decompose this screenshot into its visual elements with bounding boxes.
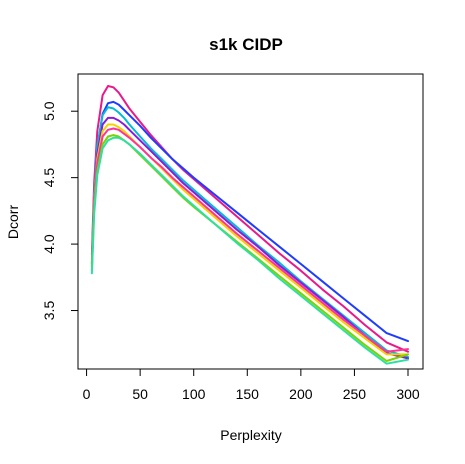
x-tick-label: 150 (236, 386, 260, 402)
series-line-2 (92, 102, 408, 341)
y-tick-label: 3.5 (41, 301, 57, 321)
x-tick-label: 250 (343, 386, 367, 402)
x-tick-label: 50 (132, 386, 148, 402)
x-axis: 0 50 100 150 200 250 300 (83, 369, 420, 402)
plot-frame (78, 74, 423, 369)
y-axis: 3.5 4.0 4.5 5.0 (41, 101, 78, 320)
y-axis-label: Dcorr (5, 205, 21, 240)
chart-title: s1k CIDP (209, 35, 283, 54)
x-tick-label: 100 (182, 386, 206, 402)
x-tick-label: 300 (396, 386, 420, 402)
x-tick-label: 200 (289, 386, 313, 402)
x-tick-label: 0 (83, 386, 91, 402)
x-axis-label: Perplexity (220, 427, 281, 443)
series-line-3 (92, 107, 408, 357)
y-tick-label: 4.0 (41, 234, 57, 254)
y-tick-label: 5.0 (41, 101, 57, 121)
y-tick-label: 4.5 (41, 168, 57, 188)
series-layer (92, 86, 408, 364)
